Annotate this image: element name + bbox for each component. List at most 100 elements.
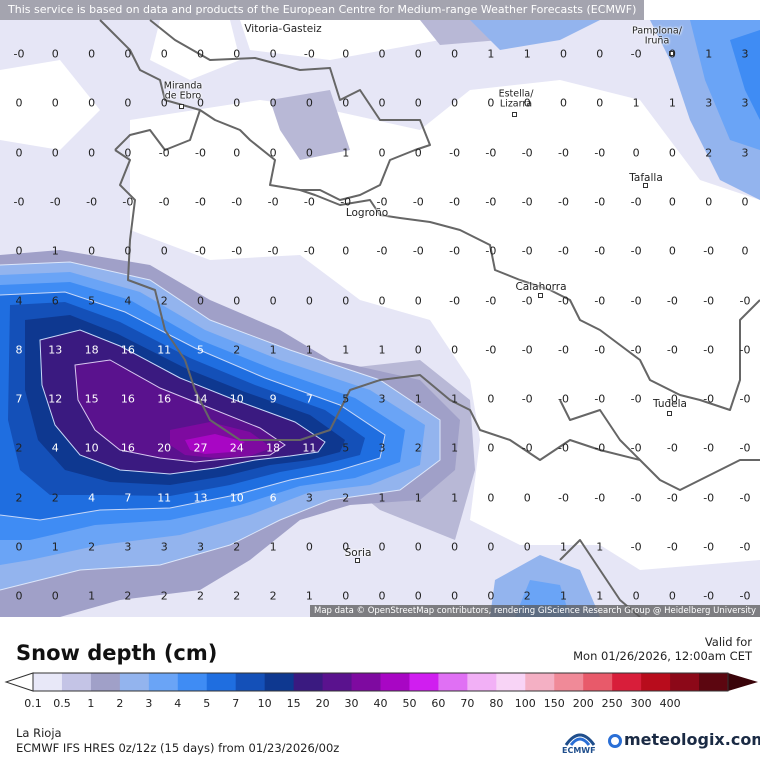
grid-value: -0 [666,392,678,406]
grid-value: -0 [267,195,279,209]
grid-value: 11 [157,343,172,357]
grid-value: 18 [266,441,281,455]
colorbar-tick-label: 50 [402,697,417,710]
grid-value: 0 [487,96,495,110]
grid-value: 0 [269,47,277,61]
grid-value: 0 [305,540,313,554]
colorbar-tick-label: 15 [286,697,301,710]
city-marker-icon [643,183,648,188]
colorbar-swatch [264,673,295,691]
grid-value: 10 [229,491,244,505]
grid-value: 0 [668,244,676,258]
grid-value: -0 [630,491,642,505]
grid-value: 2 [705,146,713,160]
grid-value: 15 [84,392,99,406]
grid-value: -0 [666,441,678,455]
grid-value: -0 [412,244,424,258]
legend-panel: Snow depth (cm) Valid for Mon 01/26/2026… [0,617,760,760]
colorbar-tick-label: 80 [489,697,504,710]
grid-value: 1 [269,540,277,554]
grid-value: 2 [233,540,241,554]
grid-value: 2 [523,589,531,603]
city-label[interactable]: Pamplona/ Iruña [632,25,682,46]
grid-value: -0 [558,441,569,455]
grid-value: -0 [594,441,606,455]
meteologix-brand[interactable]: meteologix.com [624,730,760,749]
grid-value: 1 [378,343,386,357]
grid-value: 0 [197,294,204,307]
colorbar-swatch [322,673,353,691]
grid-value: 2 [233,589,241,603]
grid-value: 11 [157,491,172,505]
grid-value: 16 [120,441,135,455]
colorbar-tick-label: 5 [203,697,211,710]
grid-value: -0 [594,244,606,258]
colorbar-swatch [525,673,555,691]
city-label[interactable]: Calahorra [515,280,567,293]
grid-value: 3 [305,491,313,505]
grid-value: 0 [197,96,204,110]
map-attribution[interactable]: Map data © OpenStreetMap contributors, r… [310,605,760,617]
city-label[interactable]: Tudela [653,397,687,410]
grid-value: 0 [741,195,749,209]
grid-value: 10 [229,392,244,406]
snow-fields [0,20,760,617]
colorbar-tick-label: 60 [431,697,446,710]
grid-value: 20 [157,441,172,455]
grid-value: 14 [193,392,208,406]
grid-value: 1 [560,589,567,603]
grid-value: -0 [521,441,533,455]
grid-value: -0 [630,343,642,357]
colorbar-swatch [351,673,381,691]
grid-value: 0 [523,96,531,110]
city-marker-icon [512,112,517,117]
colorbar-tick-label: 7 [232,697,240,710]
grid-value: 0 [668,146,676,160]
colorbar-swatch [699,673,729,691]
grid-value: -0 [630,244,642,258]
grid-value: 0 [378,589,386,603]
grid-value: 0 [305,146,313,160]
grid-value: 0 [233,146,241,160]
grid-value: -0 [49,195,61,209]
city-label[interactable]: Soria [344,546,372,559]
grid-value: -0 [412,195,424,209]
snow-depth-map[interactable]: Vitoria-Gasteiz Pamplona/ Iruña Miranda de… [0,0,760,617]
city-label[interactable]: Miranda de Ebro [163,80,203,101]
colorbar-tick-label: 300 [630,697,652,710]
grid-value: -0 [303,195,315,209]
grid-value: 0 [632,589,640,603]
colorbar-tick-label: 0.1 [24,697,42,710]
city-label[interactable]: Estella/ Lizarra [498,88,534,109]
colorbar-swatch [293,673,324,691]
grid-value: 0 [378,47,386,61]
grid-value: 0 [233,294,241,307]
grid-value: -0 [666,294,678,307]
grid-value: 0 [560,96,567,110]
grid-value: 7 [15,392,23,406]
grid-value: 3 [741,96,749,110]
city-label[interactable]: Vitoria-Gasteiz [244,22,322,35]
grid-value: -0 [521,195,533,209]
grid-value: 1 [560,540,567,554]
meteologix-logo-icon [608,734,622,748]
grid-value: 0 [160,244,168,258]
grid-value: -0 [666,343,678,357]
grid-value: 1 [305,343,313,357]
grid-value: 1 [305,589,313,603]
grid-value: -0 [739,540,751,554]
grid-value: 6 [269,491,277,505]
city-label[interactable]: Logroño [345,206,389,219]
colorbar-tick-label: 200 [572,697,594,710]
city-label[interactable]: Tafalla [629,171,663,184]
grid-value: -0 [195,146,206,160]
grid-value: 3 [705,96,713,110]
grid-value: 2 [414,441,422,455]
grid-value: -0 [703,392,715,406]
legend-title: Snow depth (cm) [16,641,218,665]
grid-value: 16 [120,392,135,406]
grid-value: 1 [487,47,495,61]
grid-value: -0 [195,244,206,258]
grid-value: 27 [193,441,208,455]
colorbar-swatch [235,673,266,691]
